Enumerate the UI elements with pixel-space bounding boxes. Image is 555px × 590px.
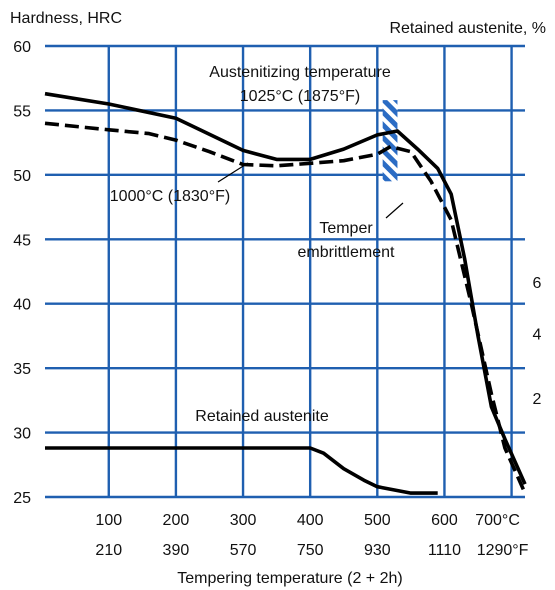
- xtick-c-label-100: 100: [95, 512, 122, 529]
- series-line-2: [45, 446, 438, 495]
- right-axis-label: Retained austenite, %: [389, 20, 546, 37]
- grid-layer: [45, 44, 525, 499]
- xtick-f-label-2: 570: [230, 542, 257, 559]
- ytick-label-30: 30: [13, 426, 31, 443]
- xtick-f-label-1: 390: [163, 542, 190, 559]
- annotation-austenitizing-line1: Austenitizing temperature: [209, 64, 391, 81]
- right-axis-ticks: 2 4 6: [533, 275, 542, 408]
- series-layer: [44, 91, 527, 495]
- axis-labels: Hardness, HRC Retained austenite, % Temp…: [10, 10, 546, 587]
- series-line-0: [44, 91, 527, 485]
- x-ticks-fahrenheit: 210 390 570 750 930 1110 1290°F: [95, 542, 528, 559]
- xtick-f-label-5: 1110: [428, 542, 461, 559]
- horizontal-gridlines: [45, 44, 525, 499]
- xtick-c-label-300: 300: [230, 512, 257, 529]
- left-axis-ticks: 25 30 35 40 45 50 55 60: [13, 39, 31, 507]
- ytick-label-55: 55: [13, 103, 31, 120]
- annotation-1000c: 1000°C (1830°F): [110, 188, 230, 205]
- xtick-f-label-6: 1290°F: [477, 542, 529, 559]
- xtick-c-label-700: 700°C: [475, 512, 520, 529]
- temper-embrittlement-band: [382, 100, 398, 182]
- right-tick-label-2: 2: [533, 391, 542, 408]
- xtick-c-label-400: 400: [297, 512, 324, 529]
- ytick-label-60: 60: [13, 39, 31, 56]
- annotation-retained-austenite: Retained austenite: [195, 408, 329, 425]
- annotation-embrittlement: embrittlement: [298, 244, 395, 261]
- xtick-c-label-200: 200: [163, 512, 190, 529]
- leader-temper: [385, 202, 404, 219]
- x-ticks-celsius: 100 200 300 400 500 600 700°C: [95, 512, 519, 529]
- right-tick-label-4: 4: [533, 326, 542, 343]
- xtick-c-label-600: 600: [431, 512, 458, 529]
- ytick-label-50: 50: [13, 168, 31, 185]
- leader-1000c: [217, 162, 249, 183]
- xtick-f-label-0: 210: [95, 542, 122, 559]
- left-axis-label: Hardness, HRC: [10, 10, 122, 27]
- vertical-gridlines: [107, 46, 513, 497]
- annotation-austenitizing-line2: 1025°C (1875°F): [240, 88, 360, 105]
- annotation-temper: Temper: [319, 220, 373, 237]
- ytick-label-40: 40: [13, 297, 31, 314]
- series-line-1: [44, 121, 527, 494]
- x-axis-label: Tempering temperature (2 + 2h): [177, 570, 402, 587]
- xtick-f-label-4: 930: [364, 542, 391, 559]
- xtick-f-label-3: 750: [297, 542, 324, 559]
- xtick-c-label-500: 500: [364, 512, 391, 529]
- ytick-label-45: 45: [13, 232, 31, 249]
- right-tick-label-6: 6: [533, 275, 542, 292]
- ytick-label-35: 35: [13, 361, 31, 378]
- annotations: Austenitizing temperature 1025°C (1875°F…: [110, 64, 404, 425]
- ytick-label-25: 25: [13, 490, 31, 507]
